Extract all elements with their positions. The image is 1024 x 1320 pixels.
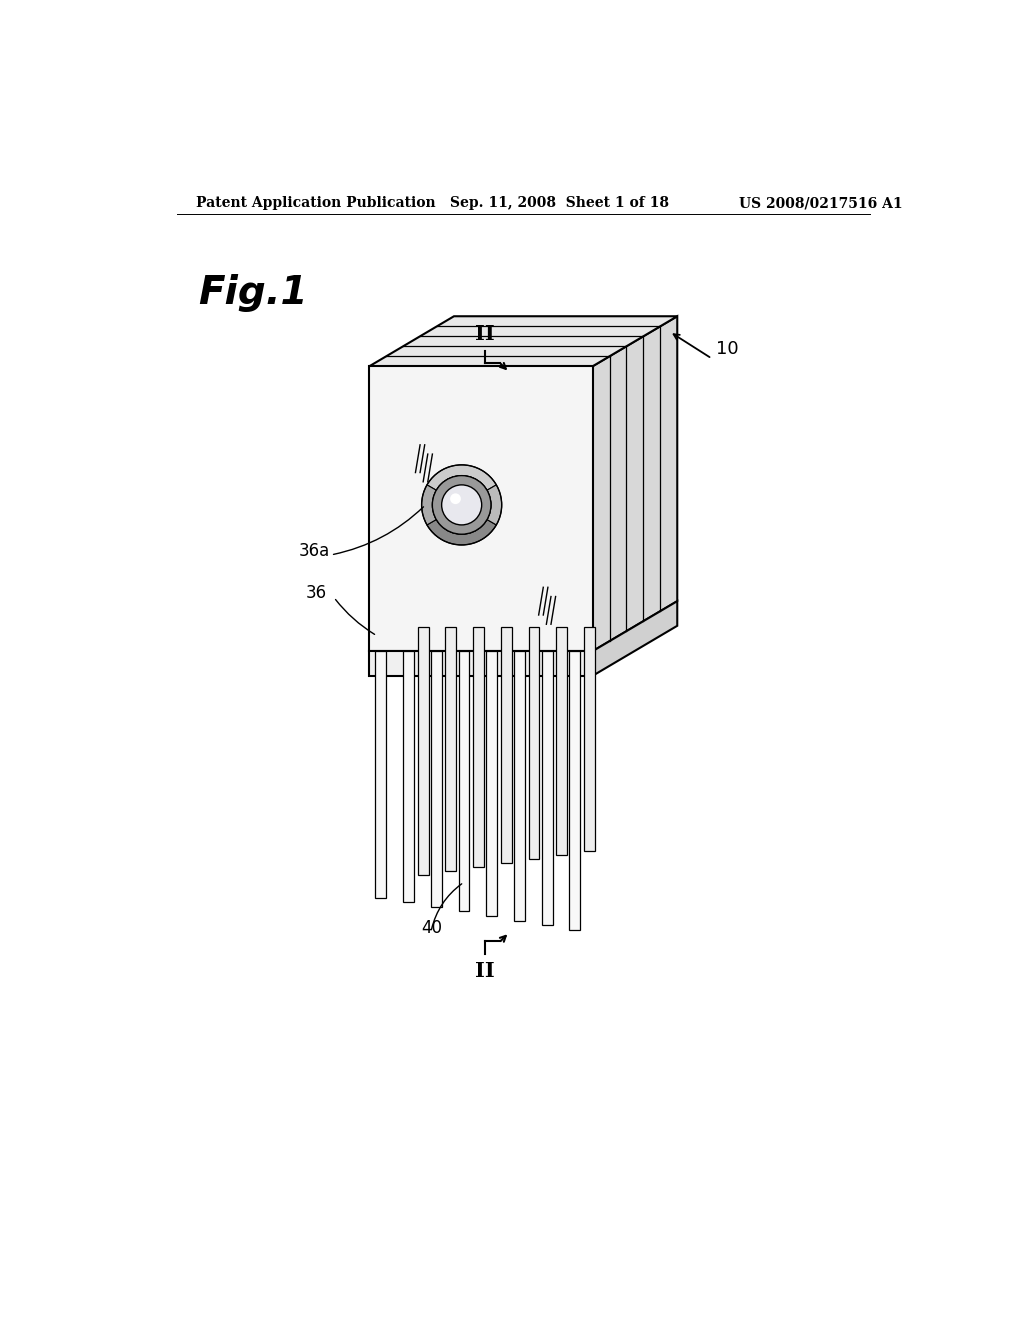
- Text: 36: 36: [306, 585, 328, 602]
- Polygon shape: [514, 651, 524, 921]
- Circle shape: [432, 475, 490, 535]
- Polygon shape: [569, 651, 581, 929]
- Polygon shape: [370, 317, 677, 367]
- Text: Sep. 11, 2008  Sheet 1 of 18: Sep. 11, 2008 Sheet 1 of 18: [451, 197, 669, 210]
- Polygon shape: [431, 651, 441, 907]
- Text: Fig.1: Fig.1: [199, 275, 308, 312]
- Circle shape: [441, 484, 481, 525]
- Wedge shape: [487, 484, 502, 525]
- Polygon shape: [473, 627, 484, 867]
- Polygon shape: [486, 651, 497, 916]
- Text: II: II: [475, 961, 495, 981]
- Wedge shape: [427, 520, 497, 545]
- Circle shape: [451, 494, 461, 504]
- Text: Patent Application Publication: Patent Application Publication: [196, 197, 435, 210]
- Polygon shape: [445, 627, 457, 871]
- Polygon shape: [528, 627, 540, 859]
- Polygon shape: [584, 627, 595, 851]
- Polygon shape: [459, 651, 469, 911]
- Polygon shape: [418, 627, 429, 875]
- Text: US 2008/0217516 A1: US 2008/0217516 A1: [739, 197, 902, 210]
- Text: 36a: 36a: [298, 543, 330, 560]
- Wedge shape: [427, 465, 497, 490]
- Polygon shape: [370, 651, 593, 676]
- Text: 40: 40: [422, 920, 442, 937]
- Text: II: II: [475, 323, 495, 345]
- Polygon shape: [542, 651, 553, 925]
- Polygon shape: [376, 651, 386, 898]
- Wedge shape: [422, 484, 436, 525]
- Polygon shape: [403, 651, 414, 903]
- Polygon shape: [593, 317, 677, 651]
- Polygon shape: [370, 367, 593, 651]
- Text: 10: 10: [716, 341, 738, 358]
- Polygon shape: [593, 601, 677, 676]
- Polygon shape: [556, 627, 567, 855]
- Polygon shape: [501, 627, 512, 863]
